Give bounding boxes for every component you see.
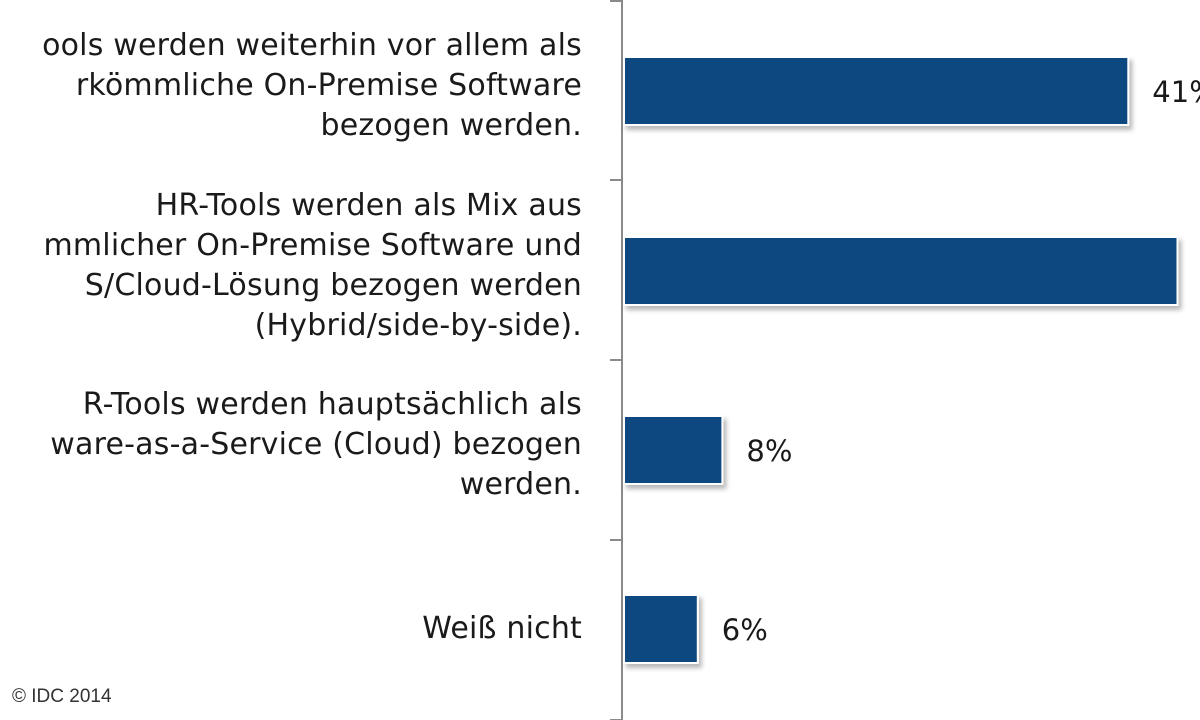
category-label-line: S/Cloud-Lösung bezogen werden xyxy=(84,268,582,303)
bar xyxy=(623,594,699,664)
category-label: Weiß nicht xyxy=(0,609,582,649)
value-label: 8% xyxy=(746,434,792,468)
category-label-line: Weiß nicht xyxy=(422,611,582,646)
category-label-line: ools werden weiterhin vor allem als xyxy=(42,28,582,63)
bar xyxy=(623,415,724,485)
value-label: 6% xyxy=(722,613,768,647)
category-label-line: mmlicher On-Premise Software und xyxy=(43,228,582,263)
copyright-notice: © IDC 2014 xyxy=(12,686,112,707)
category-label: HR-Tools werden als Mix aus mmlicher On-P… xyxy=(0,186,582,346)
category-label-line: R-Tools werden hauptsächlich als xyxy=(82,387,582,422)
category-label: ools werden weiterhin vor allem als rkömm… xyxy=(0,26,582,146)
category-label-line: bezogen werden. xyxy=(320,108,582,143)
category-label-line: (Hybrid/side-by-side). xyxy=(254,308,582,343)
category-label-line: rkömmliche On-Premise Software xyxy=(75,68,582,103)
category-label-line: HR-Tools werden als Mix aus xyxy=(155,188,582,223)
category-label: R-Tools werden hauptsächlich als ware-as-… xyxy=(0,385,582,505)
bar xyxy=(623,56,1130,126)
category-label-line: ware-as-a-Service (Cloud) bezogen xyxy=(50,427,582,462)
value-label: 41% xyxy=(1152,75,1200,109)
bar xyxy=(623,236,1179,306)
category-label-line: werden. xyxy=(459,467,582,502)
